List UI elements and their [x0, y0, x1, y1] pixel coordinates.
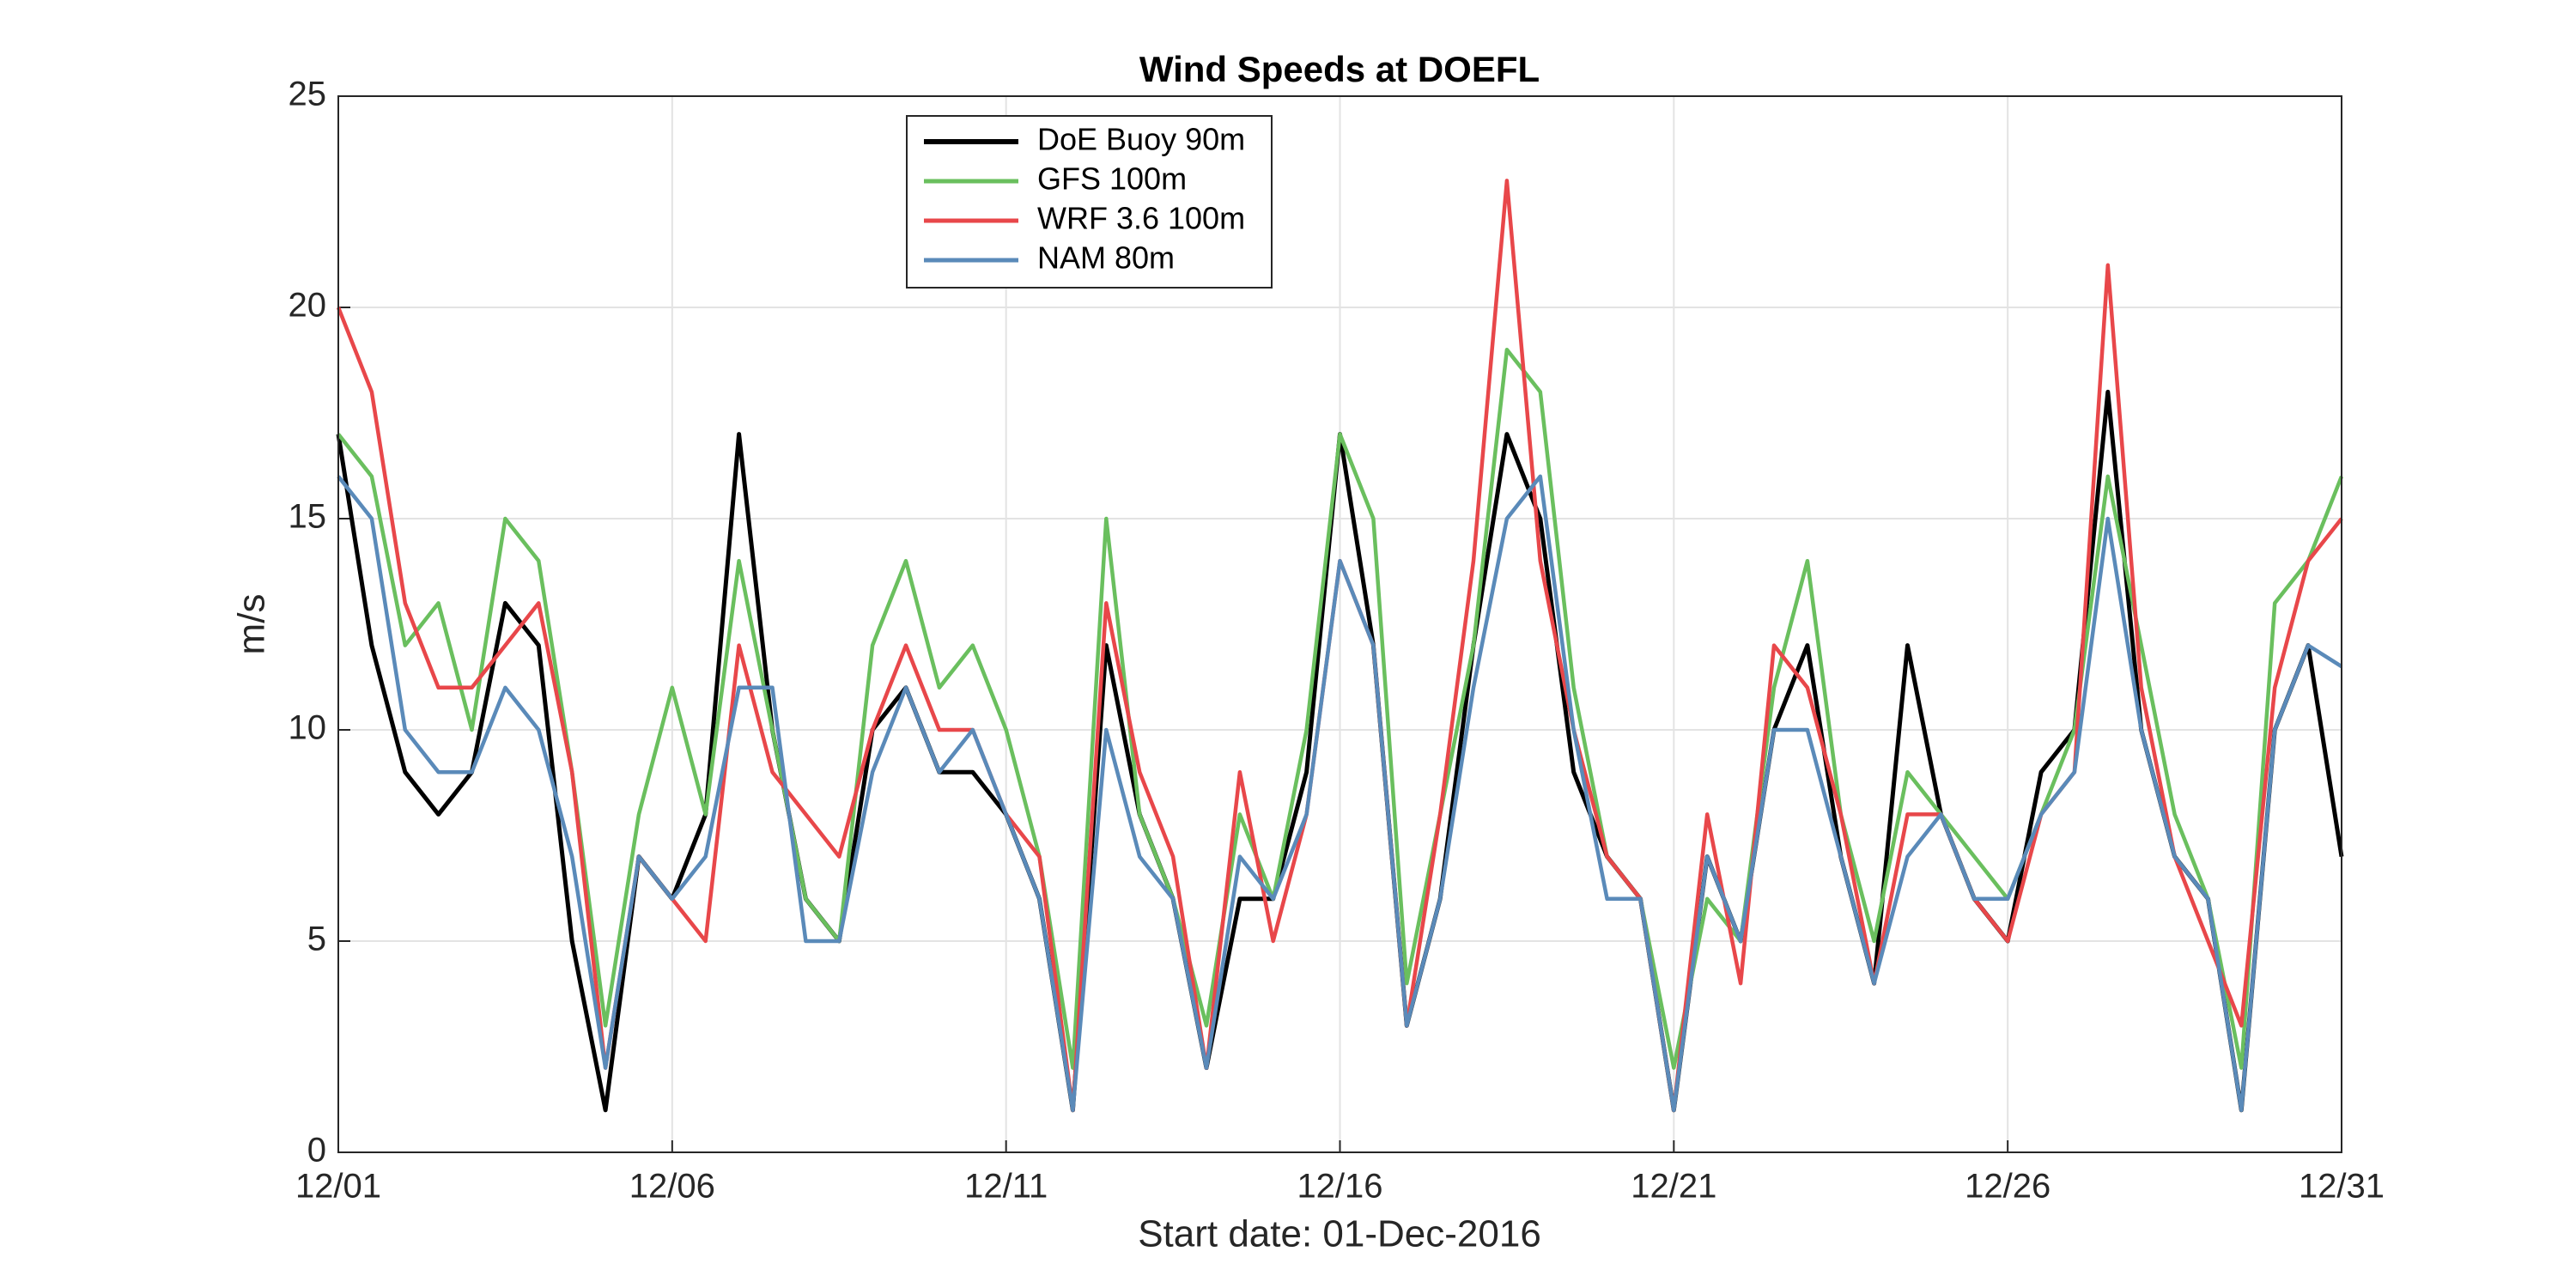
x-tick-label: 12/11	[964, 1168, 1048, 1206]
x-tick-label: 12/06	[629, 1168, 715, 1206]
y-tick-label: 25	[289, 76, 327, 113]
chart-title: Wind Speeds at DOEFL	[1139, 49, 1540, 89]
y-axis-label: m/s	[231, 594, 273, 655]
legend-label: DoE Buoy 90m	[1037, 122, 1245, 157]
legend-label: WRF 3.6 100m	[1037, 201, 1245, 236]
legend-label: GFS 100m	[1037, 161, 1187, 197]
x-tick-label: 12/31	[2299, 1168, 2385, 1206]
x-axis-label: Start date: 01-Dec-2016	[1138, 1213, 1541, 1255]
y-tick-label: 5	[307, 920, 326, 958]
x-tick-label: 12/26	[1965, 1168, 2050, 1206]
x-tick-label: 12/16	[1297, 1168, 1382, 1206]
x-tick-label: 12/01	[295, 1168, 381, 1206]
y-tick-label: 15	[289, 498, 327, 536]
x-tick-label: 12/21	[1631, 1168, 1716, 1206]
legend-label: NAM 80m	[1037, 240, 1175, 276]
y-tick-label: 10	[289, 709, 327, 747]
y-tick-label: 0	[307, 1132, 326, 1170]
series-line	[337, 474, 2343, 1113]
y-tick-label: 20	[289, 287, 327, 325]
plot-frame	[337, 95, 2342, 1153]
